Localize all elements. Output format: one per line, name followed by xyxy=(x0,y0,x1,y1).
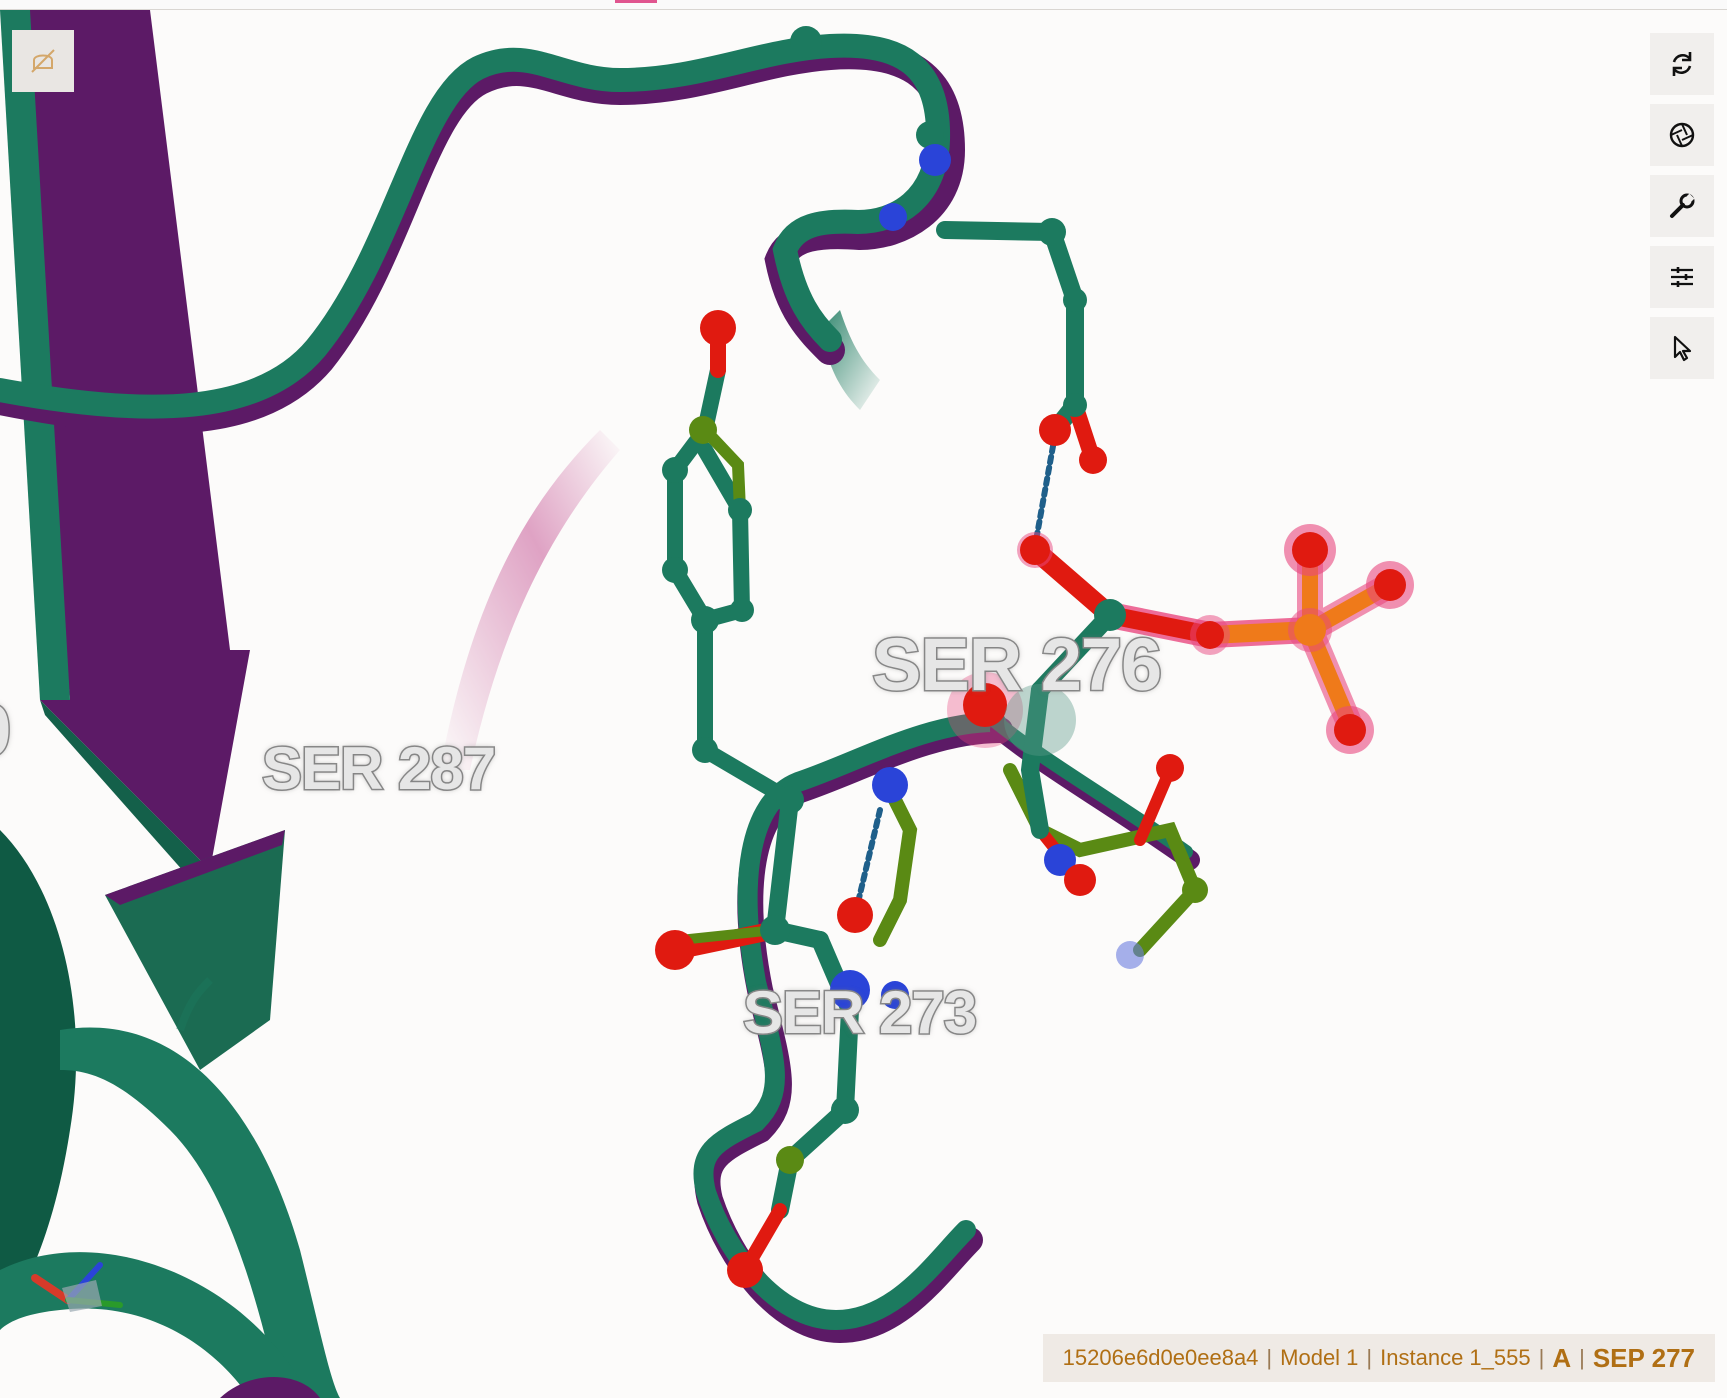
viewer-toolbar xyxy=(1650,33,1714,388)
status-model: Model 1 xyxy=(1280,1345,1359,1370)
status-instance: Instance 1_555 xyxy=(1380,1345,1531,1370)
cursor-icon xyxy=(1673,335,1692,362)
hide-ui-icon xyxy=(31,49,55,73)
backbone-loop-top xyxy=(0,33,966,434)
residue-label-clipped: 9 xyxy=(0,688,13,774)
beta-strand-arrow xyxy=(0,10,285,1070)
status-separator: | xyxy=(1266,1345,1273,1370)
reset-camera-button[interactable] xyxy=(1650,33,1714,95)
status-separator: | xyxy=(1538,1345,1545,1370)
window-top-bar xyxy=(0,0,1727,10)
residue-label-ser273: SER 273 xyxy=(741,978,978,1048)
settings-button[interactable] xyxy=(1650,246,1714,308)
status-entry-id: 15206e6d0e0ee8a4 xyxy=(1062,1345,1259,1370)
wrench-icon xyxy=(1670,193,1695,218)
status-separator: | xyxy=(1579,1345,1585,1370)
refresh-icon xyxy=(1672,52,1692,76)
residue-label-ser276: SER 276 xyxy=(870,622,1163,708)
status-chain: A xyxy=(1552,1342,1572,1373)
selection-status-bar: 15206e6d0e0ee8a4 | Model 1 | Instance 1_… xyxy=(1042,1334,1715,1382)
screenshot-button[interactable] xyxy=(1650,104,1714,166)
status-separator: | xyxy=(1366,1345,1373,1370)
status-residue: SEP 277 xyxy=(1592,1342,1695,1373)
tools-button[interactable] xyxy=(1650,175,1714,237)
selection-mode-button[interactable] xyxy=(1650,317,1714,379)
residue-label-ser287: SER 287 xyxy=(260,734,497,804)
hide-ui-button[interactable] xyxy=(12,30,74,92)
tab-accent xyxy=(615,0,657,3)
sliders-icon xyxy=(1671,267,1693,287)
atoms xyxy=(655,26,1414,1288)
camera-aperture-icon xyxy=(1669,122,1695,148)
molecule-viewport[interactable]: SER 276 SER 287 SER 273 9 xyxy=(0,10,1727,1398)
axes-gizmo-icon xyxy=(31,1262,123,1312)
